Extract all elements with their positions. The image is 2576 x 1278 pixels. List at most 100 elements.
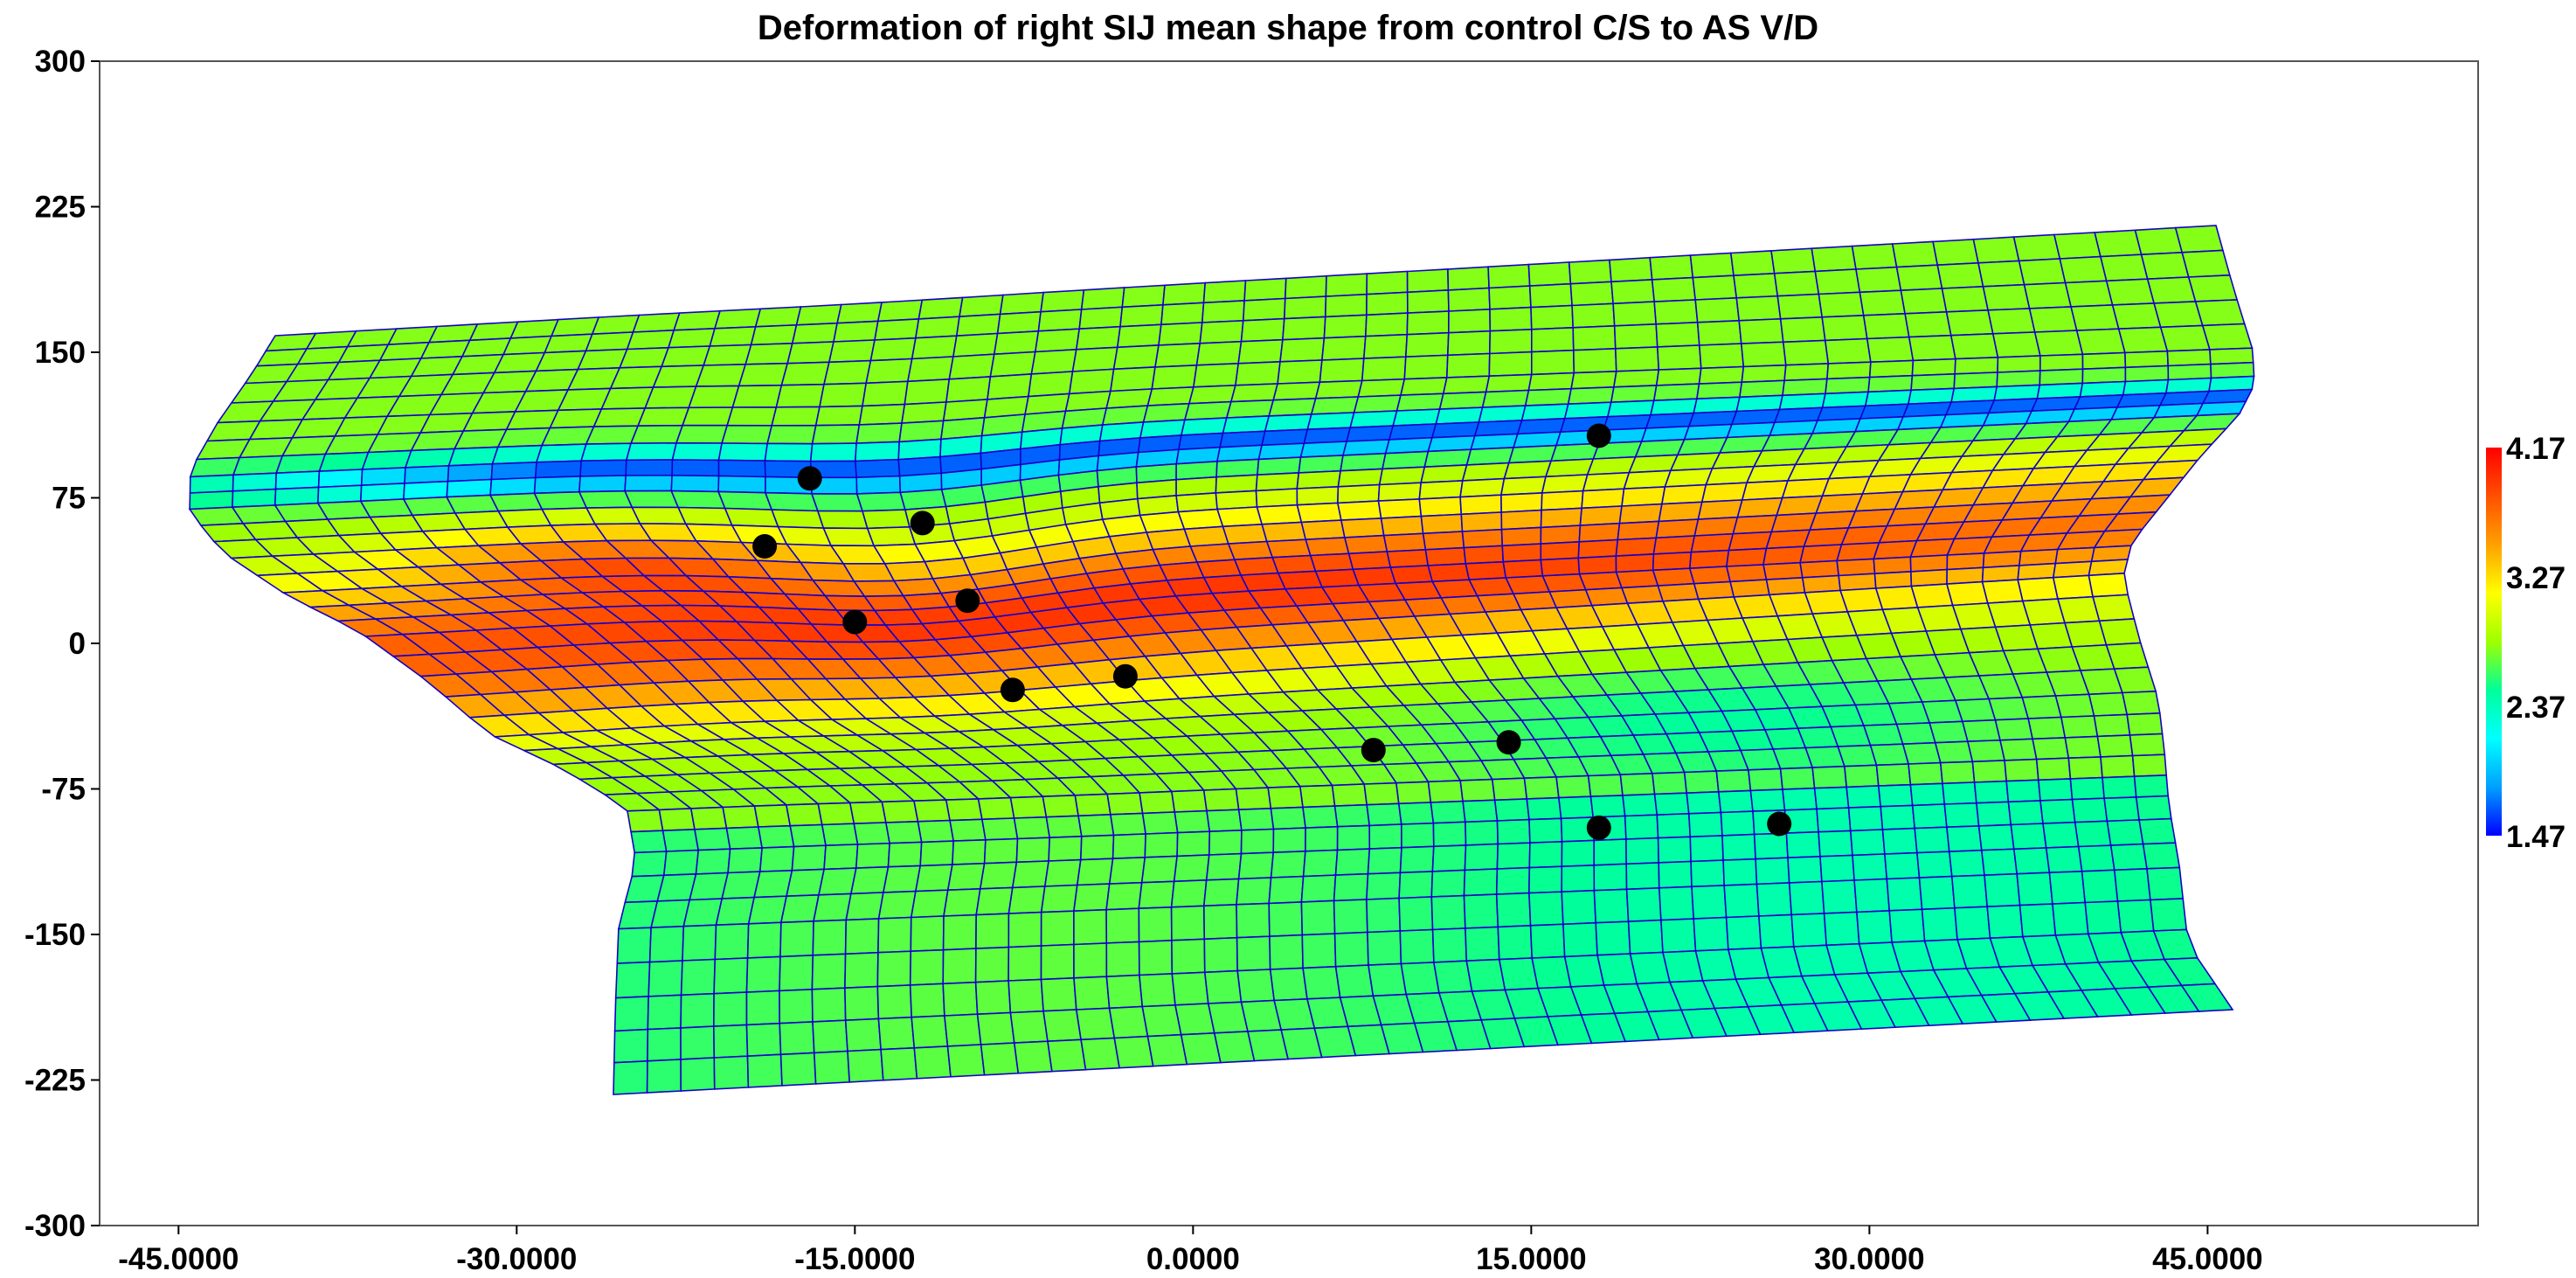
mesh-cell (491, 444, 544, 465)
mesh-cell (680, 958, 717, 997)
mesh-cell (1284, 274, 1327, 300)
mesh-cell (1686, 790, 1722, 815)
mesh-cell (976, 1011, 1015, 1045)
mesh-cell (1569, 281, 1614, 307)
mesh-cell (2131, 754, 2168, 778)
mesh-cell (1755, 857, 1790, 886)
mesh-cell (1499, 476, 1548, 497)
mesh-cell (1008, 886, 1046, 914)
mesh-cell (1243, 277, 1287, 302)
mesh-cell (1818, 291, 1865, 318)
mesh-cell (544, 333, 593, 354)
mesh-cell (731, 384, 783, 408)
mesh-cell (1615, 553, 1655, 573)
mesh-cell (1606, 399, 1655, 418)
mesh-cell (585, 331, 634, 352)
mesh-cell (1783, 363, 1830, 382)
mesh-cell (682, 924, 717, 962)
mesh-cell (1112, 344, 1160, 371)
mesh-cell (750, 323, 798, 346)
mesh-cell (1782, 339, 1830, 366)
mesh-cell (1732, 514, 1778, 535)
mesh-cell (1880, 804, 1916, 830)
mesh-cell (2035, 757, 2072, 781)
mesh-cell (1139, 973, 1176, 1008)
mesh-cell (975, 913, 1010, 949)
mesh-cell (1873, 556, 1912, 575)
mesh-cell (1728, 531, 1773, 552)
mesh-cell (1222, 523, 1268, 545)
mesh-cell (1821, 314, 1868, 342)
mesh-cell (1398, 871, 1434, 899)
mesh-cell (904, 378, 951, 406)
mesh-cell (232, 488, 277, 509)
mesh-cell (813, 893, 852, 922)
mesh-cell (1946, 552, 1985, 571)
colorbar-gradient (2486, 448, 2502, 836)
mesh-cell (1242, 297, 1286, 322)
mesh-cell (1170, 879, 1208, 908)
mesh-cell (1540, 507, 1582, 529)
mesh-cell (1781, 477, 1831, 499)
mesh-cell (2194, 299, 2246, 327)
mesh-cell (943, 887, 981, 917)
mesh-cell (2102, 775, 2137, 800)
mesh-cell (1981, 579, 2024, 604)
mesh-cell (1624, 814, 1659, 840)
mesh-cell (1788, 880, 1825, 916)
mesh-cell (1432, 960, 1473, 994)
mesh-cell (1526, 796, 1562, 821)
mesh-cell (1078, 306, 1124, 330)
mesh-cell (1688, 566, 1732, 585)
mesh-cell (828, 339, 876, 364)
mesh-cell (865, 358, 913, 385)
mesh-cell (680, 1025, 716, 1060)
mesh-cell (771, 406, 821, 427)
mesh-cell (2094, 229, 2143, 258)
mesh-cell (1696, 319, 1742, 346)
landmark-point (1586, 423, 1611, 448)
mesh-cell (2116, 899, 2155, 934)
mesh-cell (1463, 545, 1505, 565)
mesh-cell (1151, 364, 1198, 390)
mesh-cell (1367, 846, 1402, 875)
mesh-cell (911, 1015, 949, 1049)
mesh-cell (1529, 923, 1566, 959)
mesh-cell (874, 318, 920, 341)
mesh-cell (764, 491, 820, 512)
mesh-cell (786, 868, 826, 898)
mesh-cell (1073, 942, 1108, 979)
deformation-mesh (188, 225, 2255, 1095)
mesh-cell (2012, 847, 2051, 875)
mesh-cell (2036, 382, 2084, 399)
mesh-cell (1652, 551, 1693, 572)
mesh-cell (1895, 722, 1936, 746)
mesh-cell (1527, 372, 1575, 392)
mesh-cell (1347, 551, 1392, 571)
mesh-cell (780, 361, 830, 386)
mesh-cell (949, 818, 987, 842)
mesh-cell (847, 1048, 884, 1083)
mesh-cell (1736, 497, 1783, 518)
mesh-cell (1627, 919, 1664, 955)
mesh-cell (1649, 398, 1698, 416)
mesh-cell (1395, 392, 1444, 412)
mesh-cell (1447, 308, 1492, 334)
mesh-cell (2021, 695, 2062, 719)
mesh-cell (2059, 255, 2108, 284)
y-tick-label: -150 (24, 918, 86, 952)
mesh-cell (1911, 803, 1948, 830)
mesh-cell (1814, 268, 1861, 295)
mesh-cell (1994, 718, 2034, 741)
mesh-cell (1540, 524, 1582, 545)
mesh-cell (1119, 303, 1164, 328)
mesh-cell (2113, 867, 2151, 902)
mesh-cell (1558, 795, 1595, 820)
mesh-cell (1572, 324, 1617, 351)
mesh-cell (1368, 823, 1402, 850)
mesh-cell (1910, 583, 1954, 608)
mesh-cell (1991, 331, 2041, 358)
mesh-cell (1901, 741, 1942, 765)
mesh-cell (1105, 907, 1140, 944)
mesh-cell (1572, 347, 1617, 374)
